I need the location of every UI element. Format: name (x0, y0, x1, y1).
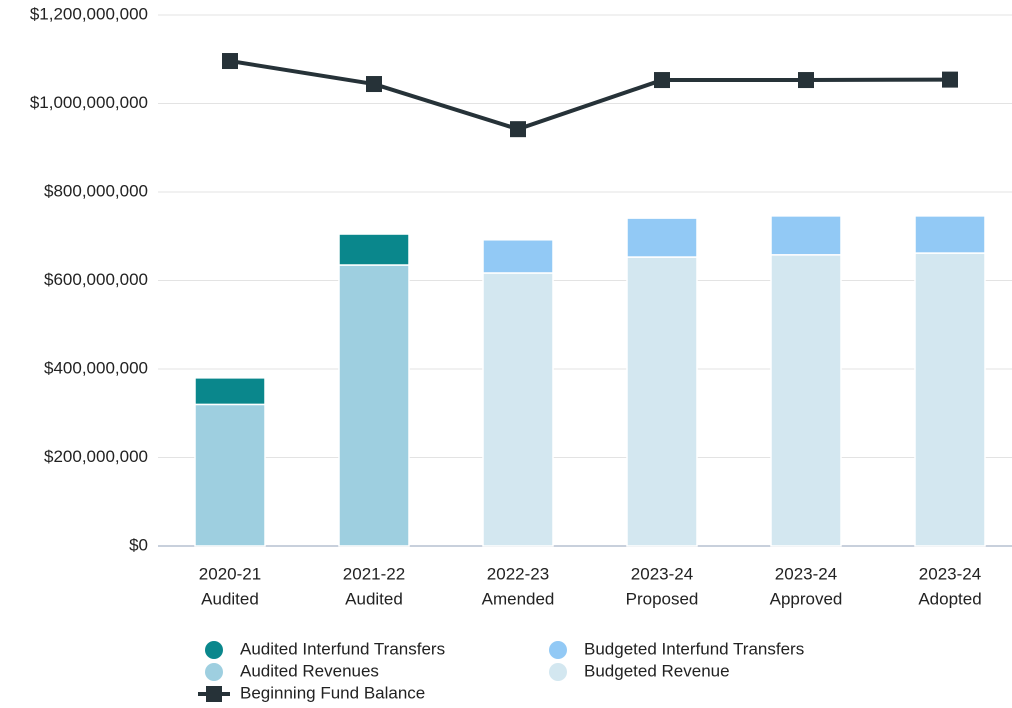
legend-label: Audited Interfund Transfers (240, 639, 445, 658)
x-tick-label: Proposed (626, 589, 699, 608)
x-tick-label: 2022-23 (487, 564, 549, 583)
y-tick-label: $1,200,000,000 (30, 4, 148, 23)
bar (626, 256, 698, 547)
x-tick-label: Audited (201, 589, 259, 608)
y-tick-label: $600,000,000 (44, 270, 148, 289)
line-marker (366, 76, 382, 93)
line-marker (510, 121, 526, 138)
x-tick-label: Adopted (918, 589, 981, 608)
y-tick-label: $200,000,000 (44, 447, 148, 466)
x-tick-label: 2021-22 (343, 564, 405, 583)
bar (482, 239, 554, 274)
legend-marker (549, 663, 567, 681)
y-tick-label: $400,000,000 (44, 358, 148, 377)
legend-marker (205, 663, 223, 681)
bar (194, 403, 266, 547)
y-tick-label: $0 (129, 535, 148, 554)
y-tick-label: $1,000,000,000 (30, 93, 148, 112)
x-tick-label: Approved (770, 589, 843, 608)
bar (626, 217, 698, 258)
legend-marker (549, 641, 567, 659)
bar (194, 377, 266, 406)
x-tick-label: Audited (345, 589, 403, 608)
bar (338, 264, 410, 547)
bar (770, 215, 842, 256)
legend-marker (205, 641, 223, 659)
bar (914, 252, 986, 547)
line-marker (942, 71, 958, 88)
legend-marker (206, 686, 222, 702)
bar (914, 215, 986, 254)
x-tick-label: 2023-24 (775, 564, 837, 583)
x-tick-label: 2023-24 (631, 564, 693, 583)
legend-label: Audited Revenues (240, 661, 379, 680)
bar (770, 254, 842, 547)
legend-label: Budgeted Interfund Transfers (584, 639, 804, 658)
legend-label: Budgeted Revenue (584, 661, 730, 680)
y-tick-label: $800,000,000 (44, 181, 148, 200)
line-marker (798, 72, 814, 89)
bar (338, 233, 410, 266)
x-tick-label: Amended (482, 589, 555, 608)
x-tick-label: 2023-24 (919, 564, 981, 583)
line-marker (222, 53, 238, 70)
line-marker (654, 72, 670, 89)
bar (482, 272, 554, 547)
legend-label: Beginning Fund Balance (240, 683, 425, 702)
line (229, 59, 951, 132)
x-tick-label: 2020-21 (199, 564, 261, 583)
